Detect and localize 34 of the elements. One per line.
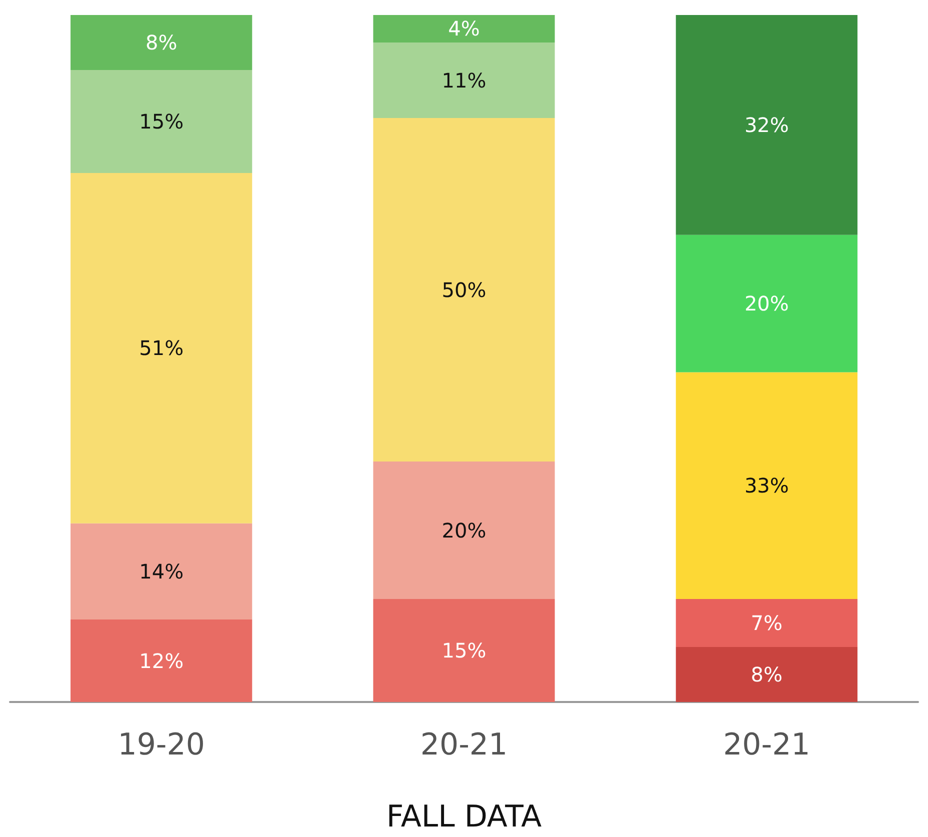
data-label: 8% — [145, 30, 178, 54]
bar — [70, 620, 252, 702]
bar — [70, 173, 252, 524]
bar — [70, 15, 252, 70]
data-label: 20% — [744, 292, 789, 316]
bar — [373, 118, 555, 462]
data-label: 32% — [744, 112, 789, 137]
bar — [676, 372, 858, 599]
data-label: 8% — [750, 662, 783, 687]
bar — [676, 647, 858, 702]
data-label: 14% — [139, 559, 184, 584]
data-label: 7% — [750, 610, 783, 635]
x-tick-label: 20-21 — [420, 728, 508, 762]
data-label: 20% — [442, 518, 486, 542]
x-axis-title: FALL DATA — [386, 800, 542, 834]
bar — [373, 598, 555, 702]
bar — [373, 462, 555, 599]
data-label: 12% — [139, 648, 184, 673]
bar — [373, 15, 555, 42]
x-tick-label: 19-20 — [118, 728, 205, 762]
data-label: 51% — [139, 336, 184, 360]
data-label: 4% — [448, 16, 480, 41]
data-label: 33% — [744, 474, 789, 498]
data-label: 50% — [442, 278, 486, 302]
bar — [70, 70, 252, 174]
bar — [373, 42, 555, 118]
bar — [676, 15, 858, 235]
bar — [70, 523, 252, 620]
bar — [676, 598, 858, 648]
x-tick-label: 20-21 — [723, 728, 810, 762]
data-label: 11% — [442, 68, 486, 92]
data-label: 15% — [442, 638, 486, 662]
bar — [676, 234, 858, 372]
data-label: 15% — [139, 109, 184, 134]
